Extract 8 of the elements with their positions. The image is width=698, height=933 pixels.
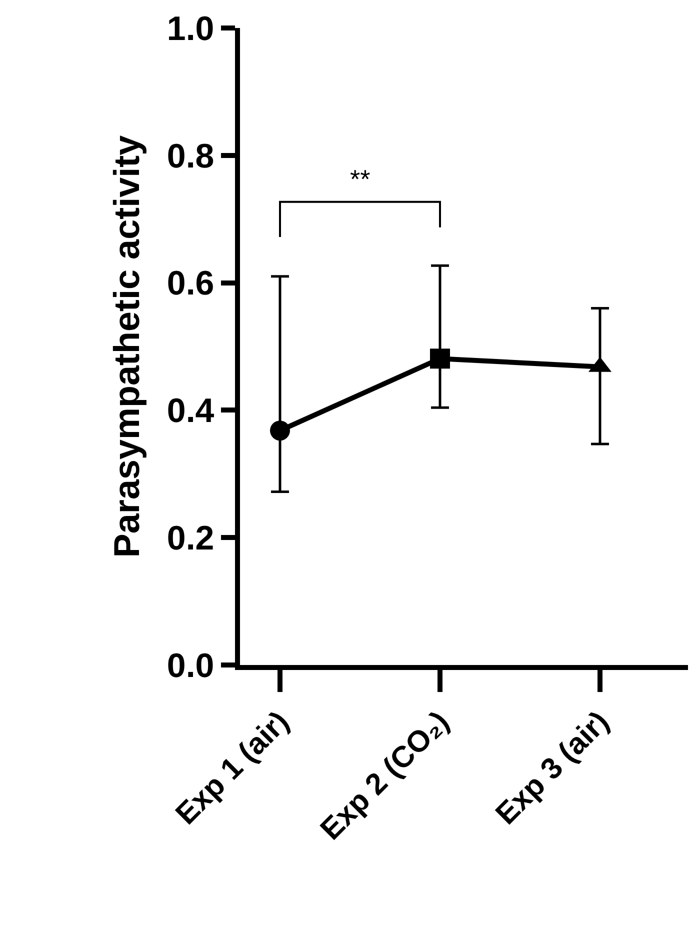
y-tick-label: 0.2 — [166, 520, 214, 558]
y-tick-label: 0.8 — [166, 137, 214, 176]
y-tick-label: 0.4 — [166, 392, 214, 430]
y-tick-label: 0.0 — [166, 646, 214, 685]
y-axis-title: Parasympathetic activity — [106, 135, 147, 558]
annotation: ** — [350, 164, 370, 194]
y-tick-label: 1.0 — [166, 10, 214, 48]
y-tick-label: 0.6 — [166, 264, 214, 303]
